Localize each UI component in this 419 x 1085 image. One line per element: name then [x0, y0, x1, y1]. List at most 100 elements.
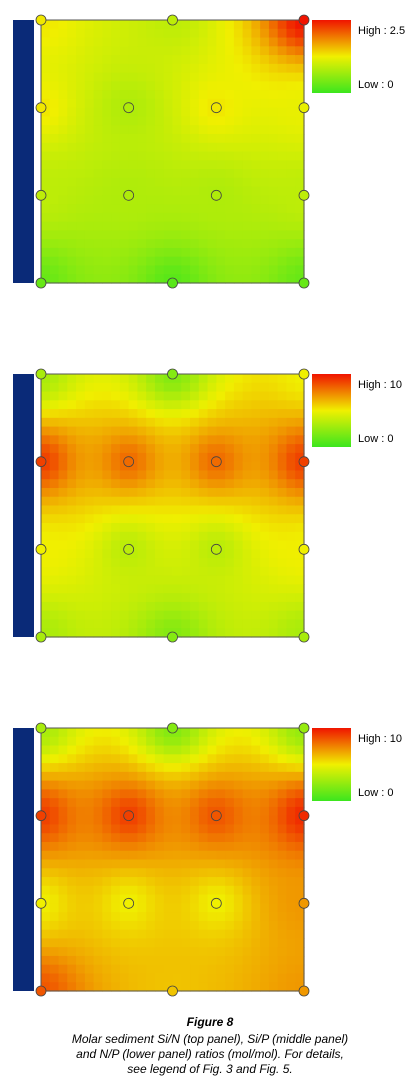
heat-cell	[49, 487, 60, 498]
heat-cell	[260, 452, 270, 463]
heat-cell	[102, 230, 112, 240]
heat-cell	[233, 479, 244, 489]
heat-cell	[251, 929, 261, 939]
heat-cell	[163, 955, 174, 966]
heat-cell	[154, 964, 165, 975]
heat-cell	[102, 558, 112, 568]
heat-cell	[154, 496, 165, 507]
heat-cell	[146, 90, 156, 100]
heat-cell	[163, 566, 174, 577]
heat-cell	[216, 107, 226, 118]
heat-cell	[225, 98, 235, 109]
heat-cell	[295, 575, 305, 585]
heat-cell	[268, 63, 279, 74]
heat-cell	[84, 470, 95, 480]
heat-cell	[268, 973, 279, 983]
heat-cell	[268, 789, 279, 799]
heat-cell	[146, 929, 156, 939]
heat-cell	[190, 736, 200, 747]
heat-cell	[67, 841, 77, 852]
heat-cell	[277, 771, 288, 782]
heat-cell	[146, 496, 156, 507]
heat-cell	[102, 107, 112, 118]
heat-cell	[286, 391, 296, 401]
heat-cell	[102, 63, 112, 74]
heat-cell	[295, 391, 305, 401]
heat-cell	[260, 780, 270, 790]
heat-cell	[216, 151, 226, 161]
sample-point	[298, 897, 310, 909]
heat-cell	[216, 496, 226, 507]
heat-cell	[119, 531, 130, 542]
heat-cell	[49, 169, 60, 179]
heat-cell	[146, 531, 156, 542]
heat-cell	[295, 789, 305, 799]
heat-cell	[251, 400, 261, 410]
heat-cell	[137, 142, 147, 153]
heat-cell	[216, 212, 226, 223]
heat-cell	[41, 479, 51, 489]
heat-cell	[286, 824, 296, 834]
heat-cell	[207, 815, 217, 826]
heat-cell	[119, 90, 130, 100]
heat-cell	[41, 382, 51, 393]
heat-cell	[49, 400, 60, 410]
heat-cell	[119, 789, 130, 799]
heat-cell	[76, 169, 86, 179]
heat-cell	[111, 540, 121, 550]
heat-cell	[41, 177, 51, 188]
heat-cell	[207, 204, 217, 214]
heat-cell	[277, 479, 288, 489]
heat-cell	[119, 868, 130, 878]
heat-cell	[233, 619, 244, 629]
heat-cell	[268, 841, 279, 852]
heat-cell	[198, 877, 209, 887]
heat-cell	[225, 400, 235, 410]
heat-cell	[41, 745, 51, 755]
heat-cell	[76, 177, 86, 188]
heat-cell	[128, 452, 139, 463]
heat-cell	[111, 417, 121, 428]
heat-cell	[102, 46, 112, 56]
heat-cell	[225, 745, 235, 755]
heat-cell	[163, 496, 174, 507]
heat-cell	[67, 487, 77, 498]
heat-cell	[119, 549, 130, 559]
heat-cell	[146, 780, 156, 790]
heat-cell	[242, 558, 252, 568]
heat-cell	[260, 868, 270, 878]
heat-cell	[251, 409, 261, 419]
heat-cell	[295, 452, 305, 463]
heat-cell	[277, 531, 288, 542]
heat-cell	[93, 20, 103, 30]
heat-cell	[260, 514, 270, 524]
heat-cell	[76, 841, 86, 852]
heat-cell	[41, 116, 51, 126]
heat-cell	[172, 409, 182, 419]
heat-cell	[102, 151, 112, 161]
heat-cell	[251, 470, 261, 480]
heat-cell	[49, 20, 60, 30]
heat-cell	[111, 72, 121, 82]
heat-cell	[277, 575, 288, 585]
heat-cell	[225, 947, 235, 957]
heat-cell	[198, 806, 209, 817]
heat-cell	[181, 274, 191, 284]
heat-cell	[251, 46, 261, 56]
heat-cell	[260, 63, 270, 74]
heat-cell	[49, 754, 60, 764]
heat-cell	[207, 230, 217, 240]
heat-cell	[260, 745, 270, 755]
heat-cell	[251, 763, 261, 773]
heat-cell	[260, 265, 270, 275]
heat-cell	[181, 973, 191, 983]
heat-cell	[119, 461, 130, 472]
heat-cell	[198, 63, 209, 74]
heat-cell	[67, 142, 77, 153]
heat-cell	[67, 391, 77, 401]
heat-cell	[286, 789, 296, 799]
heat-cell	[76, 496, 86, 507]
heat-cell	[181, 212, 191, 223]
legend-ramp	[312, 728, 351, 801]
heat-cell	[49, 798, 60, 808]
